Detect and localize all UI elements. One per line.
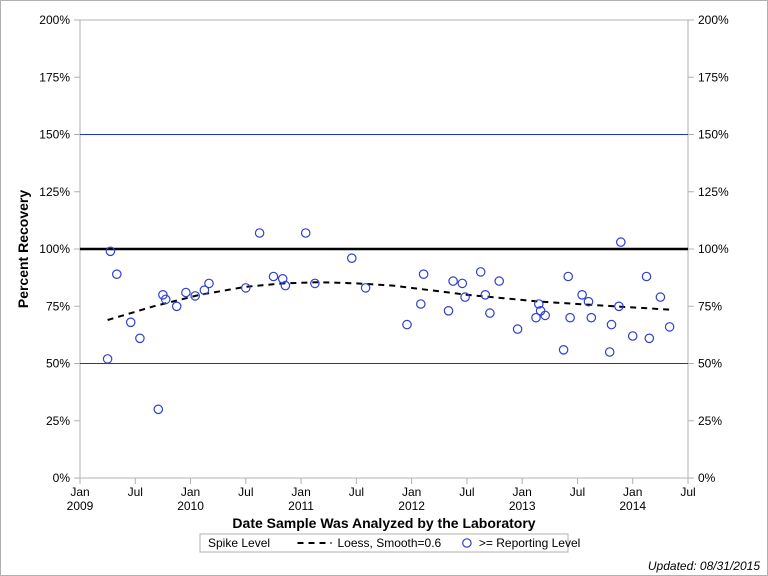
x-tick-label: Jan [402, 485, 421, 499]
loess-curve [108, 282, 670, 320]
data-point [205, 279, 213, 287]
legend-title: Spike Level [208, 536, 270, 550]
y-tick-label: 150% [39, 128, 70, 142]
data-point [642, 272, 650, 280]
data-point [182, 288, 190, 296]
data-point [486, 309, 494, 317]
x-tick-label: Jan [623, 485, 642, 499]
data-point [348, 254, 356, 262]
data-point [541, 311, 549, 319]
y-tick-label: 100% [39, 242, 70, 256]
data-point [607, 320, 615, 328]
recovery-chart: 0% 0% 25% 25% 50% 50% 75% 75% 100% 100% 125% 125% 15… [0, 0, 768, 576]
data-point [419, 270, 427, 278]
y-tick-label-right: 175% [698, 70, 729, 84]
x-tick-label: Jul [349, 485, 364, 499]
data-point [617, 238, 625, 246]
x-tick-label: Jul [570, 485, 585, 499]
data-point [578, 291, 586, 299]
y-tick-label-right: 75% [698, 299, 722, 313]
data-point [606, 348, 614, 356]
data-point [495, 277, 503, 285]
y-axis-label: Percent Recovery [15, 190, 31, 309]
y-tick-label-right: 150% [698, 128, 729, 142]
data-point [361, 284, 369, 292]
chart-svg: 0% 0% 25% 25% 50% 50% 75% 75% 100% 100% 125% 125% 15… [0, 0, 768, 576]
data-point [629, 332, 637, 340]
y-tick-label: 25% [46, 414, 70, 428]
y-tick-label-right: 100% [698, 242, 729, 256]
y-tick-label: 125% [39, 185, 70, 199]
data-point [127, 318, 135, 326]
x-tick-label: Jan [513, 485, 532, 499]
x-tick-label-year: 2013 [509, 499, 536, 513]
x-axis-label: Date Sample Was Analyzed by the Laborato… [232, 515, 535, 531]
data-point [269, 272, 277, 280]
legend-item-label: Loess, Smooth=0.6 [338, 536, 442, 550]
data-point [665, 323, 673, 331]
x-tick-label: Jan [181, 485, 200, 499]
y-tick-label: 0% [53, 471, 71, 485]
y-tick-label-right: 25% [698, 414, 722, 428]
x-tick-label: Jul [459, 485, 474, 499]
legend-item-label: >= Reporting Level [479, 536, 580, 550]
data-point [587, 314, 595, 322]
data-point [477, 268, 485, 276]
data-point [645, 334, 653, 342]
y-tick-label: 175% [39, 70, 70, 84]
data-point [458, 279, 466, 287]
data-point [559, 346, 567, 354]
outer-border [1, 1, 768, 576]
data-point [173, 302, 181, 310]
data-point [113, 270, 121, 278]
data-point [403, 320, 411, 328]
x-tick-label-year: 2010 [177, 499, 204, 513]
updated-text: Updated: 08/31/2015 [648, 559, 760, 573]
x-tick-label: Jan [70, 485, 89, 499]
data-point [481, 291, 489, 299]
x-tick-label-year: 2012 [398, 499, 425, 513]
data-point [311, 279, 319, 287]
data-point [513, 325, 521, 333]
x-tick-label: Jul [128, 485, 143, 499]
y-tick-label-right: 50% [698, 357, 722, 371]
data-point [449, 277, 457, 285]
data-point [154, 405, 162, 413]
data-point [566, 314, 574, 322]
data-point [255, 229, 263, 237]
data-point [417, 300, 425, 308]
data-point [302, 229, 310, 237]
data-point [242, 284, 250, 292]
y-tick-label: 200% [39, 13, 70, 27]
y-tick-label-right: 0% [698, 471, 716, 485]
x-tick-label: Jul [680, 485, 695, 499]
data-point [461, 293, 469, 301]
x-tick-label-year: 2014 [619, 499, 646, 513]
x-tick-label: Jan [291, 485, 310, 499]
data-point [103, 355, 111, 363]
y-tick-label: 75% [46, 299, 70, 313]
x-tick-label: Jul [238, 485, 253, 499]
data-point [656, 293, 664, 301]
x-tick-label-year: 2011 [288, 499, 314, 513]
data-point [444, 307, 452, 315]
y-tick-label-right: 200% [698, 13, 729, 27]
data-point [564, 272, 572, 280]
x-tick-label-year: 2009 [67, 499, 94, 513]
y-tick-label-right: 125% [698, 185, 729, 199]
data-point [136, 334, 144, 342]
y-tick-label: 50% [46, 357, 70, 371]
